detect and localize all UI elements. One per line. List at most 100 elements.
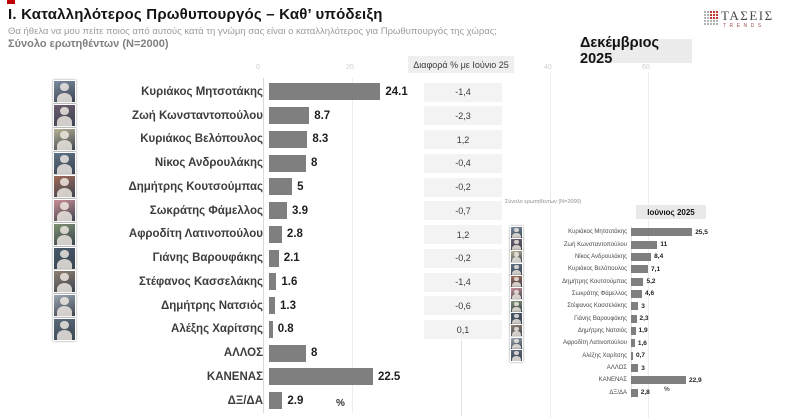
diff-value-cell: -0,7 [424, 201, 502, 221]
result-bar [631, 339, 635, 348]
december-chart-row: Ζωή Κωνσταντοπούλου 8.7 [53, 104, 523, 128]
candidate-name-label: Νίκος Ανδρουλάκης [574, 253, 627, 260]
diff-value-cell: -0,6 [424, 296, 502, 316]
candidate-name-label: Δημήτρης Κουτσούμπας [562, 278, 627, 285]
result-value-label: 24.1 [385, 85, 408, 98]
candidate-name-label: Αφροδίτη Λατινοπούλου [563, 340, 627, 347]
avatar-slot [53, 175, 78, 199]
candidate-name-label: Κυριάκος Βελόπουλος [140, 133, 263, 146]
candidate-avatar [53, 222, 76, 246]
candidate-name-label: Στέφανος Κασσελάκης [567, 303, 627, 310]
candidate-name-label: Κυριάκος Βελόπουλος [568, 266, 627, 273]
candidate-avatar [53, 127, 76, 151]
axis-tick-label-20: 20 [346, 64, 354, 71]
december-chart-row: ΚΑΝΕΝΑΣ 22.5 [53, 365, 523, 389]
candidate-name-label: Δημήτρης Νατσιός [577, 327, 627, 334]
avatar-slot [53, 80, 78, 104]
result-bar [631, 364, 639, 373]
avatar-slot [53, 222, 78, 246]
avatar-slot [510, 238, 526, 252]
result-bar [269, 202, 288, 220]
avatar-slot [53, 294, 78, 318]
avatar-slot [53, 151, 78, 175]
corner-accent-mark [7, 0, 15, 4]
result-bar [269, 392, 283, 410]
axis-tick-label-0: 0 [256, 64, 260, 71]
result-value-label: 2.8 [286, 228, 303, 241]
result-value-label: 8.3 [312, 133, 329, 146]
june-2025-label: Ιούνιος 2025 [636, 205, 706, 219]
result-bar [269, 297, 275, 315]
candidate-name-label: Δημήτρης Νατσιός [160, 299, 263, 312]
december-chart-row: Κυριάκος Βελόπουλος 8.3 [53, 127, 523, 152]
candidate-avatar [510, 225, 523, 239]
candidate-name-label: ΑΛΛΟΣ [223, 347, 263, 360]
avatar-slot [53, 199, 78, 223]
result-value-label: 8.7 [314, 109, 331, 122]
tassis-trends-logo: ΤΑΣΕΙΣ TRENDS [704, 8, 788, 30]
logo-grid-icon [704, 11, 718, 25]
candidate-avatar [510, 250, 523, 264]
candidate-avatar [53, 246, 76, 270]
result-bar [631, 228, 693, 237]
candidate-avatar [53, 199, 76, 223]
december-chart-row: Αφροδίτη Λατινοπούλου 2.8 [53, 222, 523, 247]
result-bar [269, 130, 308, 148]
candidate-name-label: Ζωή Κωνσταντοπούλου [132, 109, 263, 122]
candidate-name-label: Κυριάκος Μητσοτάκης [568, 229, 627, 236]
main-chart-axis-line [263, 78, 264, 413]
diff-value-cell: -2,3 [424, 106, 502, 126]
candidate-name-label: ΔΞ/ΔΑ [227, 394, 263, 407]
candidate-name-label: Νίκος Ανδρουλάκης [154, 157, 263, 170]
avatar-slot [53, 246, 78, 270]
candidate-name-label: Ζωή Κωνσταντοπούλου [563, 241, 627, 248]
result-value-label: 5 [297, 180, 304, 193]
avatar-slot [53, 317, 78, 341]
candidate-avatar [53, 317, 76, 341]
candidate-name-label: Δημήτρης Κουτσούμπας [128, 180, 263, 193]
result-value-label: 2.9 [287, 394, 304, 407]
candidate-avatar [53, 294, 76, 318]
result-value-label: 2.1 [283, 252, 300, 265]
result-value-label: 3.9 [292, 204, 309, 217]
december-chart-row: ΔΞ/ΔΑ 2.9 [53, 389, 523, 413]
result-value-label: 0,7 [636, 352, 646, 360]
avatar-slot [510, 299, 526, 313]
june-chart-row: Κυριάκος Βελόπουλος 7,1 [510, 262, 785, 276]
candidate-name-label: Γιάνης Βαρουφάκης [574, 315, 627, 322]
result-value-label: 3 [641, 364, 645, 372]
page-title: Ι. Καταλληλότερος Πρωθυπουργός – Καθ’ υπ… [8, 6, 383, 23]
candidate-avatar [510, 275, 523, 289]
june-chart-row: Αλέξης Χαρίτσης 0,7 [510, 349, 785, 363]
avatar-slot [510, 336, 526, 350]
result-bar [269, 368, 373, 386]
diff-value-cell: 1,2 [424, 225, 502, 244]
result-bar [269, 249, 279, 267]
result-value-label: 25,5 [695, 228, 708, 236]
result-bar [631, 265, 649, 274]
june-chart-row: ΔΞ/ΔΑ 2,8 [510, 387, 785, 399]
diff-value-cell: -0,4 [424, 153, 502, 173]
result-value-label: 1.3 [280, 299, 296, 312]
result-bar [269, 107, 310, 125]
december-chart-row: Σωκράτης Φάμελλος 3.9 [53, 199, 523, 223]
december-chart-row: Δημήτρης Νατσιός 1.3 [53, 294, 523, 318]
result-value-label: 0.8 [277, 323, 294, 336]
result-value-label: 11 [660, 241, 668, 249]
result-bar [631, 240, 658, 249]
candidate-avatar [53, 151, 76, 175]
december-chart-row: ΑΛΛΟΣ 8 [53, 341, 523, 365]
result-bar [631, 277, 644, 286]
diff-value-cell: -1,4 [424, 272, 502, 292]
diff-value-cell: -1,4 [424, 82, 502, 102]
june-chart-row: ΑΛΛΟΣ 3 [510, 362, 785, 374]
avatar-slot [510, 262, 526, 276]
candidate-name-label: Γιάνης Βαρουφάκης [152, 252, 263, 265]
candidate-avatar [510, 324, 523, 338]
result-bar [631, 314, 637, 323]
candidate-name-label: Στέφανος Κασσελάκης [139, 275, 263, 288]
diff-value-cell: -0,2 [424, 177, 502, 197]
result-value-label: 2,3 [639, 315, 649, 323]
june-chart-row: Δημήτρης Νατσιός 1,9 [510, 324, 785, 338]
